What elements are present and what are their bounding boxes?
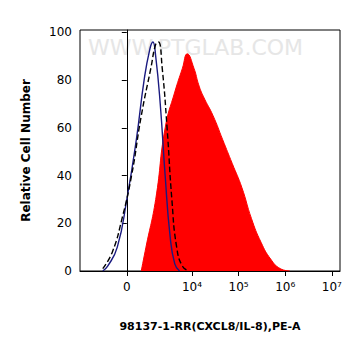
svg-text:10⁵: 10⁵ [229,280,249,294]
svg-text:0: 0 [123,280,131,294]
svg-text:80: 80 [57,73,72,87]
svg-text:10⁴: 10⁴ [182,280,202,294]
svg-text:WWW.PTGLAB.COM: WWW.PTGLAB.COM [88,35,303,60]
svg-text:Relative Cell Number: Relative Cell Number [19,79,33,222]
svg-text:20: 20 [57,216,72,230]
svg-text:10⁷: 10⁷ [322,280,342,294]
svg-text:60: 60 [57,121,72,135]
svg-text:98137-1-RR(CXCL8/IL-8),PE-A: 98137-1-RR(CXCL8/IL-8),PE-A [119,320,301,333]
svg-text:100: 100 [49,25,72,39]
svg-text:0: 0 [64,264,72,278]
svg-text:10⁶: 10⁶ [275,280,295,294]
svg-text:40: 40 [57,169,72,183]
